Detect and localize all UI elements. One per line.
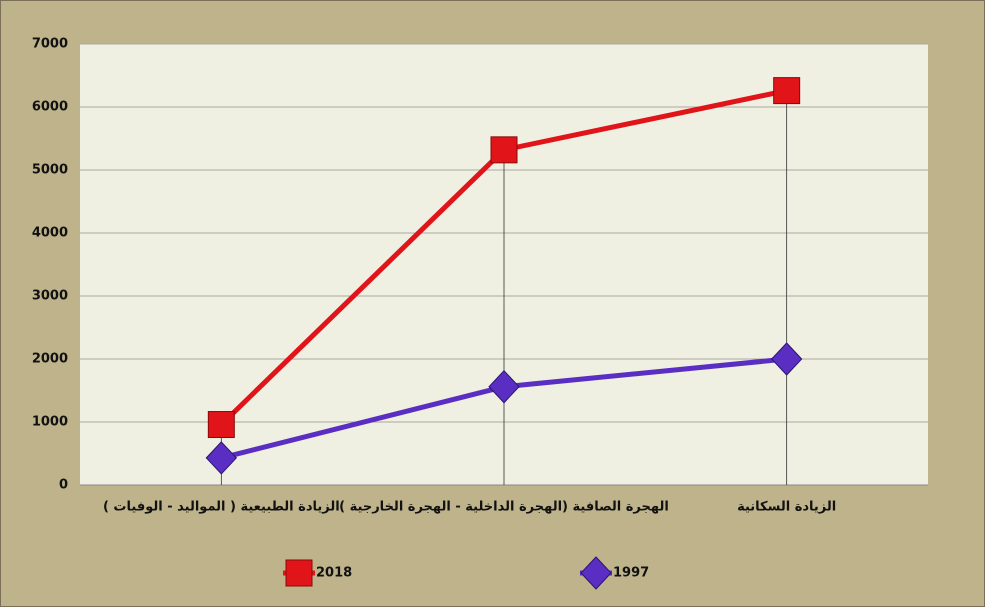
- y-tick-label: 2000: [32, 352, 68, 367]
- legend-label: 1997: [613, 566, 649, 581]
- x-tick-label: الزيادة السكانية: [737, 500, 836, 515]
- marker: [490, 136, 518, 164]
- y-tick-label: 7000: [32, 37, 68, 52]
- y-tick-label: 4000: [32, 226, 68, 241]
- marker: [580, 556, 612, 590]
- y-tick-label: 6000: [32, 100, 68, 115]
- x-tick-label: الزيادة الطبيعية ( المواليد - الوفيات ): [103, 500, 340, 515]
- y-tick-label: 3000: [32, 289, 68, 304]
- y-tick-label: 5000: [32, 163, 68, 178]
- y-tick-label: 1000: [32, 415, 68, 430]
- marker: [207, 411, 235, 439]
- marker: [773, 77, 801, 105]
- marker: [488, 369, 520, 404]
- y-tick-label: 0: [59, 478, 68, 493]
- marker: [770, 342, 803, 376]
- legend-label: 2018: [316, 566, 352, 581]
- marker: [285, 559, 313, 587]
- marker: [205, 441, 238, 475]
- x-tick-label: الهجرة الصافية (الهجرة الداخلية - الهجرة…: [339, 500, 669, 515]
